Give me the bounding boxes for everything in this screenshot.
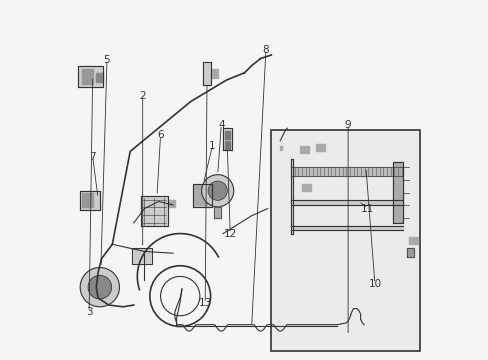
Polygon shape [392,162,403,223]
Circle shape [207,181,227,201]
Circle shape [88,275,111,299]
Polygon shape [301,184,310,191]
Polygon shape [80,191,100,210]
Text: 6: 6 [157,130,163,140]
Polygon shape [408,237,417,244]
Text: 4: 4 [218,120,224,130]
Polygon shape [206,187,212,198]
Circle shape [80,267,119,307]
Polygon shape [167,200,175,207]
Polygon shape [82,69,93,84]
Polygon shape [224,141,230,144]
Polygon shape [280,146,282,150]
Text: 8: 8 [262,45,269,55]
Text: 7: 7 [89,152,96,162]
Text: 2: 2 [139,91,146,101]
Text: 11: 11 [360,203,374,213]
FancyBboxPatch shape [271,130,419,351]
Polygon shape [192,184,212,207]
Polygon shape [214,207,221,217]
Text: 10: 10 [367,279,381,289]
Polygon shape [299,146,308,153]
Polygon shape [132,248,151,264]
Polygon shape [290,158,292,234]
Polygon shape [78,66,103,87]
Polygon shape [96,73,103,82]
Polygon shape [224,131,230,135]
Text: 13: 13 [198,298,211,308]
Circle shape [201,175,233,207]
Polygon shape [224,136,230,139]
Polygon shape [82,193,93,207]
Polygon shape [203,62,210,85]
Polygon shape [194,185,206,205]
Polygon shape [315,144,324,152]
Text: 5: 5 [103,55,110,65]
Polygon shape [406,248,413,257]
Text: 1: 1 [208,141,215,151]
Polygon shape [223,128,231,150]
Polygon shape [224,145,230,149]
Polygon shape [141,196,167,226]
Text: 3: 3 [85,307,92,317]
Text: 9: 9 [344,120,351,130]
Polygon shape [210,69,217,78]
Text: 12: 12 [223,229,236,239]
